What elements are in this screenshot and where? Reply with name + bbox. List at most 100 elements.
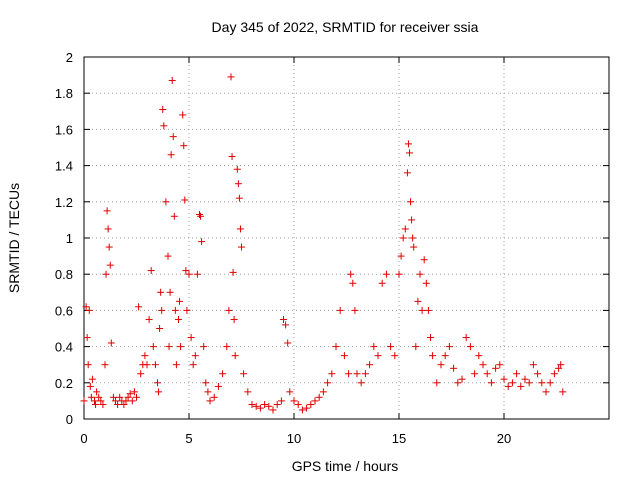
data-point: [496, 361, 504, 369]
data-point: [403, 169, 411, 177]
data-point: [149, 343, 157, 351]
y-tick-label: 0.4: [55, 340, 73, 355]
y-axis-ticks: 0 0.2 0.4 0.6 0.8 1 1.2 1.4 1.6 1.8 2: [55, 50, 609, 427]
y-tick-label: 1: [66, 231, 73, 246]
data-point: [106, 261, 114, 269]
chart-title: Day 345 of 2022, SRMTID for receiver ssi…: [212, 19, 479, 35]
data-point: [248, 401, 256, 409]
data-point: [475, 352, 483, 360]
data-point: [269, 406, 277, 414]
data-point: [252, 402, 260, 410]
data-point: [193, 270, 201, 278]
data-point: [513, 370, 521, 378]
data-point: [319, 388, 327, 396]
data-point: [407, 198, 415, 206]
data-point: [167, 151, 175, 159]
data-point: [168, 77, 176, 85]
data-point: [357, 379, 365, 387]
data-point: [130, 388, 138, 396]
data-point: [307, 401, 315, 409]
data-point: [112, 397, 119, 405]
data-point: [189, 361, 197, 369]
data-point: [445, 343, 453, 351]
data-point: [441, 352, 449, 360]
data-point: [99, 401, 107, 409]
data-point: [429, 352, 437, 360]
data-point: [145, 315, 153, 323]
data-point: [336, 306, 344, 314]
data-point: [504, 382, 512, 390]
data-point: [187, 334, 195, 342]
data-point: [93, 388, 101, 396]
data-point: [137, 370, 145, 378]
data-point: [273, 401, 281, 409]
data-point: [223, 343, 231, 351]
data-point: [83, 334, 91, 342]
data-point: [105, 243, 113, 251]
data-point: [399, 234, 407, 242]
data-point: [290, 397, 298, 405]
data-point: [261, 401, 269, 409]
data-point: [277, 397, 285, 405]
data-point: [102, 270, 110, 278]
data-point: [155, 388, 163, 396]
data-point: [557, 361, 565, 369]
data-point: [170, 212, 178, 220]
data-point: [235, 194, 243, 202]
data-point: [124, 393, 132, 401]
data-point: [171, 306, 179, 314]
data-point: [500, 375, 508, 383]
data-point: [182, 267, 190, 275]
data-point: [210, 393, 218, 401]
data-point: [103, 207, 111, 215]
data-point: [349, 279, 357, 287]
data-point: [517, 382, 525, 390]
data-point: [351, 306, 359, 314]
data-point: [538, 379, 546, 387]
data-point: [204, 388, 212, 396]
data-point: [397, 252, 405, 260]
data-point: [404, 140, 412, 148]
data-point: [120, 401, 128, 409]
data-point: [370, 343, 378, 351]
data-point: [133, 393, 140, 401]
data-point: [206, 397, 214, 405]
data-point: [555, 364, 563, 372]
data-point: [135, 303, 143, 311]
data-point: [466, 343, 474, 351]
data-point: [471, 370, 479, 378]
data-point: [91, 397, 98, 405]
data-point: [366, 361, 374, 369]
data-point: [151, 361, 159, 369]
data-point: [401, 225, 409, 233]
data-point: [196, 210, 203, 218]
data-point: [154, 379, 161, 387]
x-tick-label: 0: [80, 431, 87, 446]
data-point: [160, 122, 168, 130]
x-tick-label: 20: [497, 431, 511, 446]
data-point: [92, 401, 100, 409]
data-point: [395, 270, 403, 278]
data-point: [234, 180, 242, 188]
data-point: [265, 402, 273, 410]
data-point: [391, 352, 399, 360]
y-tick-label: 2: [66, 50, 73, 65]
data-point: [85, 306, 93, 314]
data-point: [487, 379, 495, 387]
data-point: [437, 361, 445, 369]
data-point: [324, 379, 332, 387]
x-tick-label: 10: [287, 431, 301, 446]
data-point: [202, 379, 210, 387]
data-point: [353, 370, 361, 378]
data-point: [225, 306, 233, 314]
y-tick-label: 1.2: [55, 195, 73, 210]
data-point: [128, 397, 136, 405]
y-tick-label: 1.6: [55, 122, 73, 137]
data-point: [84, 361, 92, 369]
data-point: [410, 243, 418, 251]
data-point: [328, 370, 336, 378]
data-point: [197, 212, 205, 220]
data-point: [88, 375, 96, 383]
y-axis-label: SRMTID / TECUs: [6, 183, 22, 293]
data-point: [374, 352, 382, 360]
